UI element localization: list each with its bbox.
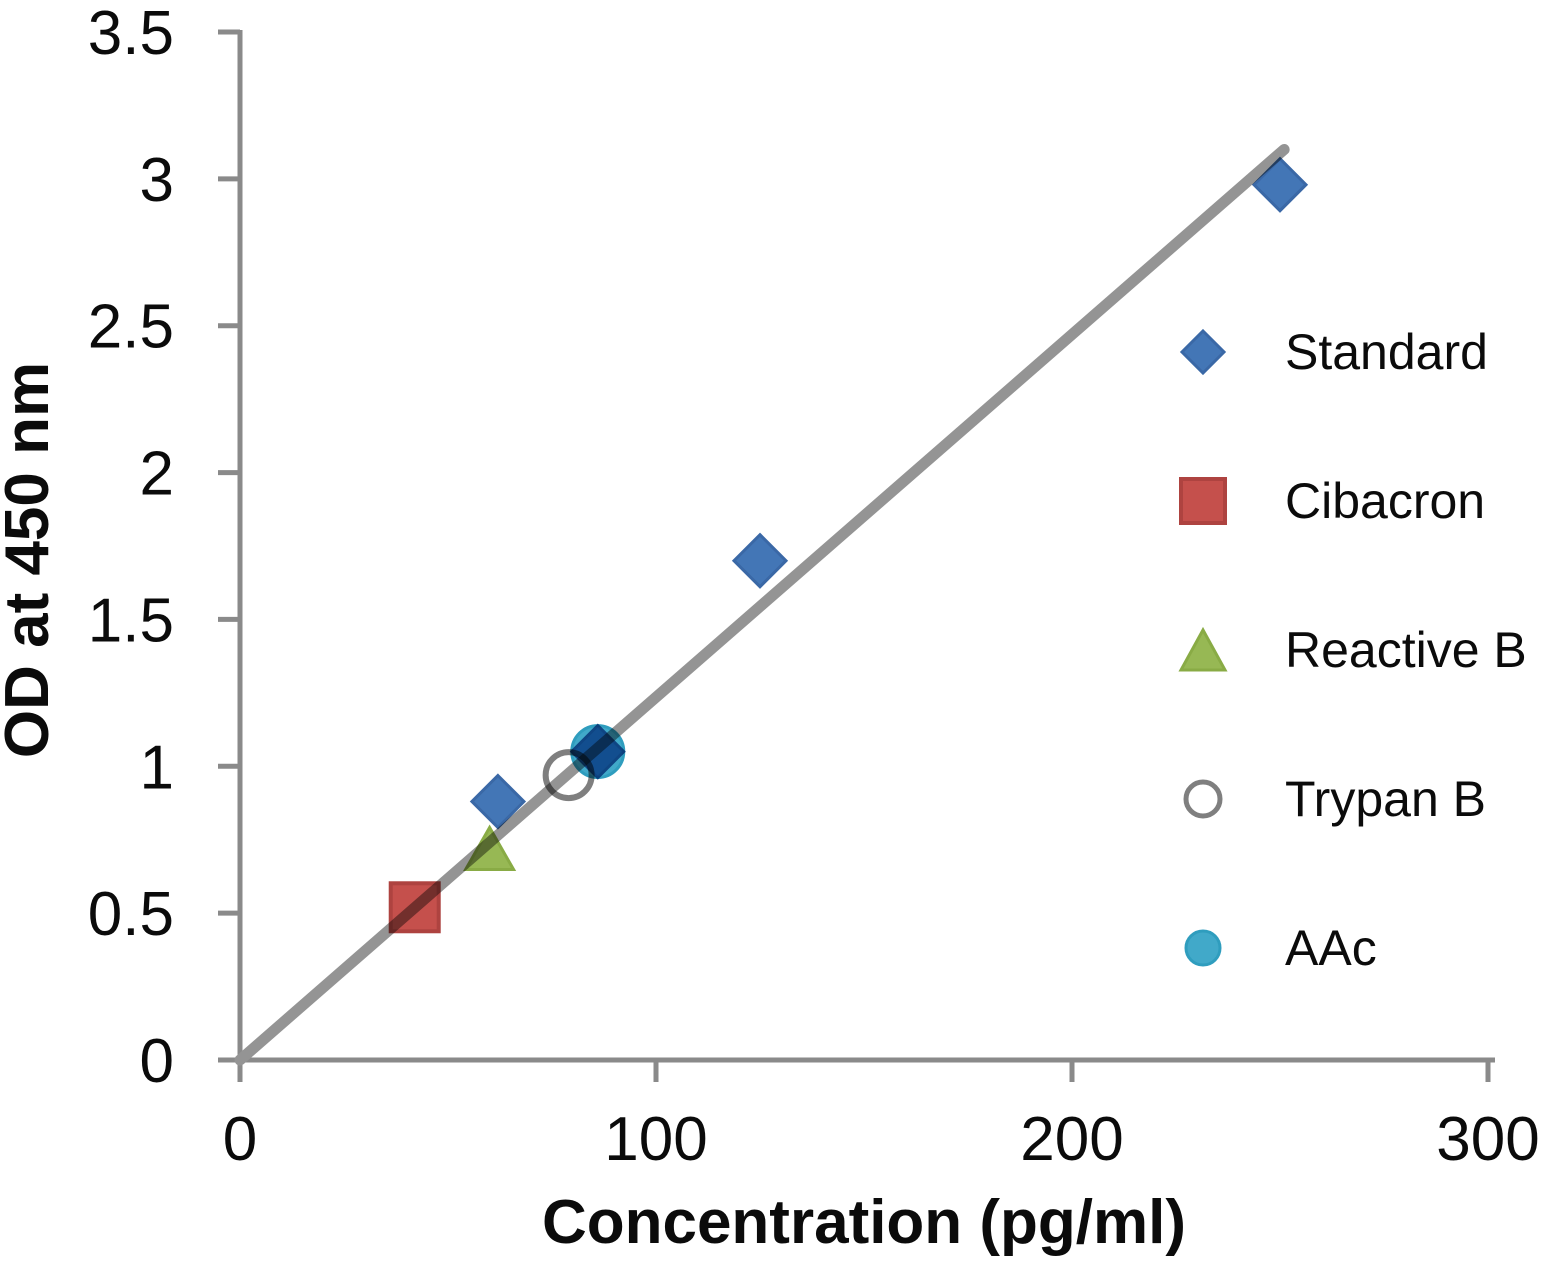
x-axis-title: Concentration (pg/ml) [542, 1188, 1186, 1257]
legend-label: Standard [1285, 324, 1488, 380]
data-points [388, 156, 1309, 934]
legend-item-cibacron: Cibacron [1179, 473, 1485, 529]
legend-marker-circle-open-icon [1183, 779, 1223, 819]
legend-marker-diamond-icon [1179, 328, 1227, 376]
y-tick-label: 0 [140, 1027, 174, 1096]
tick-labels: 0 0.5 1 1.5 2 2.5 3 3.5 0 100 200 300 [88, 0, 1540, 1174]
legend-item-standard: Standard [1179, 324, 1488, 380]
y-tick-label: 2.5 [88, 293, 174, 362]
point-standard [1251, 156, 1309, 213]
point-reactive-b [463, 824, 517, 872]
legend: Standard Cibacron Reactive B Trypan B AAc [1178, 324, 1527, 976]
x-tick-label: 200 [1020, 1105, 1123, 1174]
y-tick-label: 3.5 [88, 0, 174, 68]
legend-marker-square-icon [1179, 477, 1227, 525]
legend-marker-circle-icon [1184, 929, 1222, 967]
point-cibacron [388, 881, 441, 934]
y-axis-title: OD at 450 nm [0, 362, 62, 758]
legend-label: Reactive B [1285, 622, 1527, 678]
legend-item-aac: AAc [1184, 920, 1377, 976]
legend-item-reactive-b: Reactive B [1178, 622, 1527, 678]
point-standard [731, 532, 789, 589]
legend-label: Trypan B [1285, 771, 1486, 827]
y-tick-label: 2 [140, 440, 174, 509]
y-tick-label: 3 [140, 146, 174, 215]
y-tick-label: 1 [140, 733, 174, 802]
x-tick-label: 100 [604, 1105, 707, 1174]
point-aac [570, 724, 626, 780]
legend-marker-triangle-icon [1178, 626, 1228, 672]
legend-item-trypan-b: Trypan B [1183, 771, 1486, 827]
axes [218, 29, 1495, 1082]
legend-label: AAc [1285, 920, 1377, 976]
legend-label: Cibacron [1285, 473, 1485, 529]
y-tick-label: 0.5 [88, 880, 174, 949]
x-tick-label: 0 [223, 1105, 257, 1174]
point-standard [469, 773, 527, 830]
y-tick-label: 1.5 [88, 586, 174, 655]
x-tick-label: 300 [1436, 1105, 1539, 1174]
